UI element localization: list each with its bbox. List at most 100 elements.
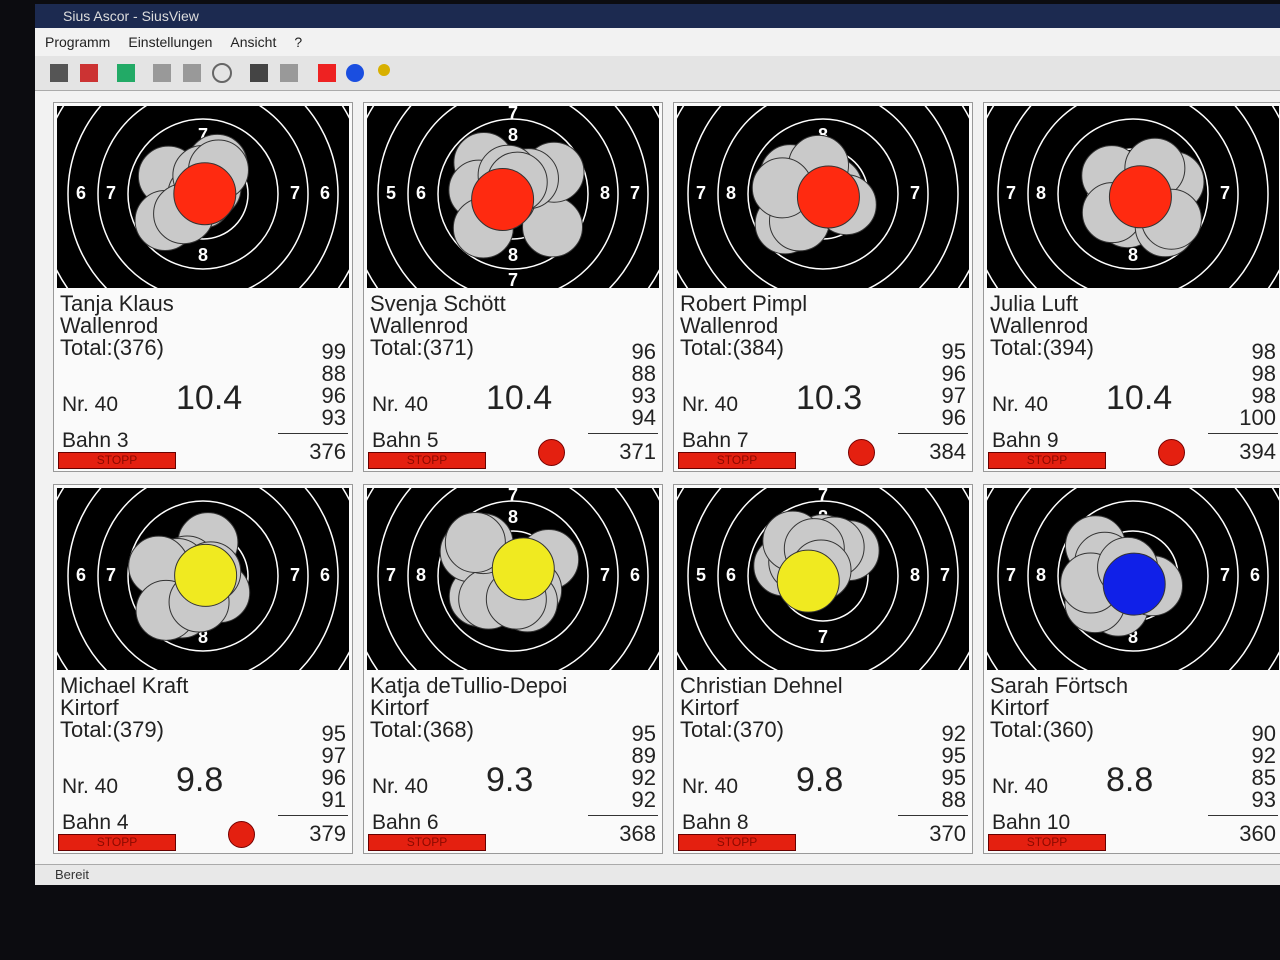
ring [687,106,959,288]
tool-icon[interactable] [50,64,68,82]
last-shot-value: 9.8 [796,761,844,799]
ring [1057,118,1209,270]
ring-label: 7 [508,106,518,123]
ring-label: 8 [508,507,518,527]
series-score: 95 [941,765,966,790]
shot-hole [444,511,506,573]
shooter-name: Robert Pimpl [680,291,808,316]
menu-item[interactable]: Ansicht [230,34,277,50]
stop-button: STOPP [58,452,176,469]
tool-icon[interactable] [80,64,98,82]
last-shot-value: 10.3 [796,379,863,417]
series-score: 95 [321,721,346,746]
menu-item[interactable]: Programm [45,34,111,50]
series-score: 85 [1251,765,1276,790]
status-dot [228,821,255,848]
sum-score: 394 [1239,439,1276,464]
club-name: Wallenrod [680,313,779,338]
shooter-panel: 567876578 Katja deTullio-DepoiKirtorfTota… [363,484,663,854]
target: 7 8 78 [677,106,969,288]
ring-label: 7 [290,183,300,203]
series-score: 93 [1251,787,1276,812]
series-score: 97 [321,743,346,768]
sum-divider [278,815,348,816]
tool-icon[interactable] [153,64,171,82]
series-score: 92 [631,765,656,790]
ring-label: 7 [386,565,396,585]
tool-icon[interactable] [212,63,232,83]
tool-icon[interactable] [346,64,364,82]
stop-button: STOPP [368,452,486,469]
shooter-name: Christian Dehnel [680,673,843,698]
ring [1027,488,1239,670]
ring-label: 8 [508,125,518,145]
panel-area: 6 7 7 6 7 8 Tanja Klaus Wallenrod Total:(376) 99 8… [35,92,1280,862]
total-label: Total:(394) [990,335,1094,360]
target: 5687657887 [367,106,659,288]
target: 567876578 [367,488,659,670]
series-score: 98 [1251,361,1276,386]
series-score: 96 [321,383,346,408]
series-score: 93 [321,405,346,430]
stop-button: STOPP [988,834,1106,851]
shot-number: Nr. 40 [62,775,119,798]
ring-label: 7 [600,565,610,585]
total-label: Total:(360) [990,717,1094,742]
ring-label: 8 [416,565,426,585]
ring-label: 8 [600,183,610,203]
tool-icon[interactable] [378,64,390,76]
tool-icon[interactable] [250,64,268,82]
ring [407,488,619,670]
ring [97,106,309,288]
ring-label: 7 [198,125,208,145]
series-score: 92 [1251,743,1276,768]
club-name: Kirtorf [370,695,429,720]
ring-label: 7 [818,627,828,647]
sum-score: 376 [309,439,346,464]
tool-icon[interactable] [318,64,336,82]
lane-label: Bahn 3 [62,429,129,452]
last-shot-hole [776,549,840,613]
last-shot-value: 10.4 [1106,379,1173,417]
ring-label: 5 [386,183,396,203]
shooter-name: Katja deTullio-Depoi [370,673,568,698]
ring [97,488,309,670]
sum-divider [588,815,658,816]
last-shot-value: 9.8 [176,761,224,799]
ring-label: 7 [290,565,300,585]
ring-label: 6 [726,565,736,585]
ring-label: 6 [1250,565,1260,585]
series-score: 91 [321,787,346,812]
ring [437,118,589,270]
status-dot [848,439,875,466]
ring [747,118,899,270]
menu-item[interactable]: Einstellungen [128,34,213,50]
series-score: 89 [631,743,656,768]
series-score: 88 [631,361,656,386]
ring [717,106,929,288]
lane-label: Bahn 7 [682,429,749,452]
ring-label: 8 [1036,565,1046,585]
lane-label: Bahn 6 [372,811,439,834]
tool-icon[interactable] [117,64,135,82]
ring-label: 7 [508,488,518,505]
tool-icon[interactable] [280,64,298,82]
ring-label: 7 [1006,565,1016,585]
ring [687,488,959,670]
shooter-name: Svenja Schött [370,291,506,316]
sum-score: 360 [1239,821,1276,846]
lane-label: Bahn 4 [62,811,129,834]
series-score: 99 [321,339,346,364]
series-score: 96 [631,339,656,364]
total-label: Total:(370) [680,717,784,742]
ring-label: 7 [508,270,518,288]
shooter-panel: 7 8 7 8 Robert Pimpl Wallenrod Total:(384) 95 96… [673,102,973,472]
tool-icon[interactable] [183,64,201,82]
series-score: 95 [941,743,966,768]
total-label: Total:(384) [680,335,784,360]
lane-label: Bahn 10 [992,811,1071,834]
last-shot-hole [796,165,860,229]
lane-label: Bahn 8 [682,811,749,834]
menu-item[interactable]: ? [294,34,303,50]
sum-divider [898,433,968,434]
